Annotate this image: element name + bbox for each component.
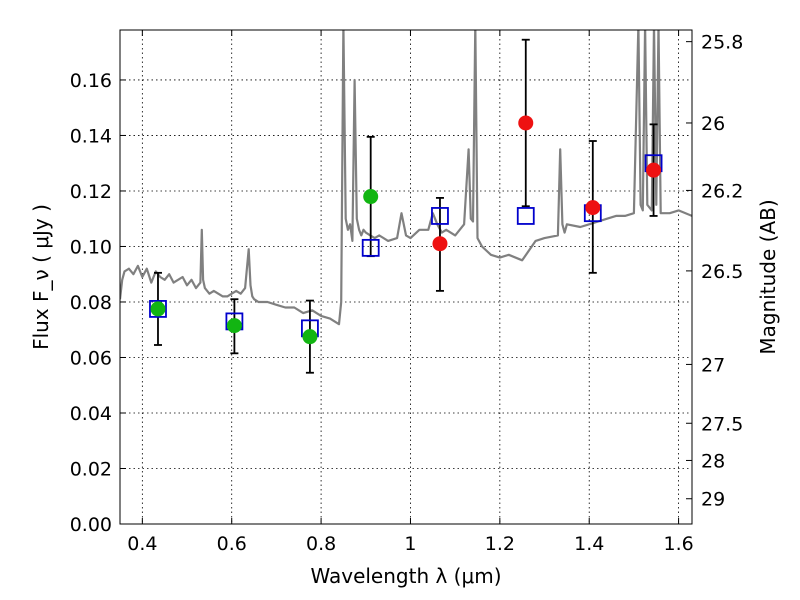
observed-red-point (646, 162, 662, 178)
y-right-tick-label: 27.5 (701, 413, 743, 435)
model-spectrum-line (120, 30, 692, 326)
x-tick-label: 0.4 (127, 533, 157, 555)
model-photometry-point (361, 238, 380, 257)
x-tick-label: 1.2 (485, 533, 515, 555)
observed-green-point (302, 329, 318, 345)
observed-red-point (518, 115, 534, 131)
y-tick-label: 0.12 (70, 181, 112, 203)
y-right-tick-label: 28 (701, 450, 725, 472)
y-right-tick-label: 26.5 (701, 261, 743, 283)
observed-green-point (363, 189, 379, 205)
y-right-tick-label: 26 (701, 113, 725, 135)
axes: 0.4 0.6 0.8 1 1.2 1.4 1.6 0.00 0.02 0.04 0.06 0.08 0… (70, 30, 743, 555)
y-right-tick-label: 26.2 (701, 180, 743, 202)
x-tick-label: 0.6 (217, 533, 247, 555)
observed-red-point (432, 236, 448, 252)
y-tick-label: 0.14 (70, 125, 112, 147)
y-right-tick-label: 29 (701, 489, 725, 511)
y-right-tick-label: 27 (701, 354, 725, 376)
observed-green-point (150, 301, 166, 317)
observed-green-point (226, 318, 242, 334)
y-axis-label: Flux F_ν ( μJy ) (29, 204, 53, 350)
plot-area (120, 30, 692, 374)
model-photometry-point (516, 207, 535, 225)
y-tick-label: 0.06 (70, 347, 112, 369)
x-tick-label: 1 (404, 533, 416, 555)
x-tick-label: 1.4 (574, 533, 604, 555)
y-tick-label: 0.10 (70, 236, 112, 258)
y-tick-label: 0.04 (70, 403, 112, 425)
plot-frame (119, 29, 693, 525)
x-tick-label: 0.8 (306, 533, 336, 555)
x-tick-label: 1.6 (663, 533, 693, 555)
y-tick-label: 0.16 (70, 70, 112, 92)
y-tick-label: 0.08 (70, 292, 112, 314)
y-axis-right-label: Magnitude (AB) (756, 199, 780, 354)
y-right-tick-label: 25.8 (701, 32, 743, 54)
y-tick-label: 0.02 (70, 458, 112, 480)
model-photometry-point (149, 300, 167, 318)
model-photometry-point (431, 207, 449, 225)
observed-red-point (585, 200, 601, 216)
y-tick-label: 0.00 (70, 514, 112, 536)
x-axis-label: Wavelength λ (μm) (310, 564, 501, 588)
